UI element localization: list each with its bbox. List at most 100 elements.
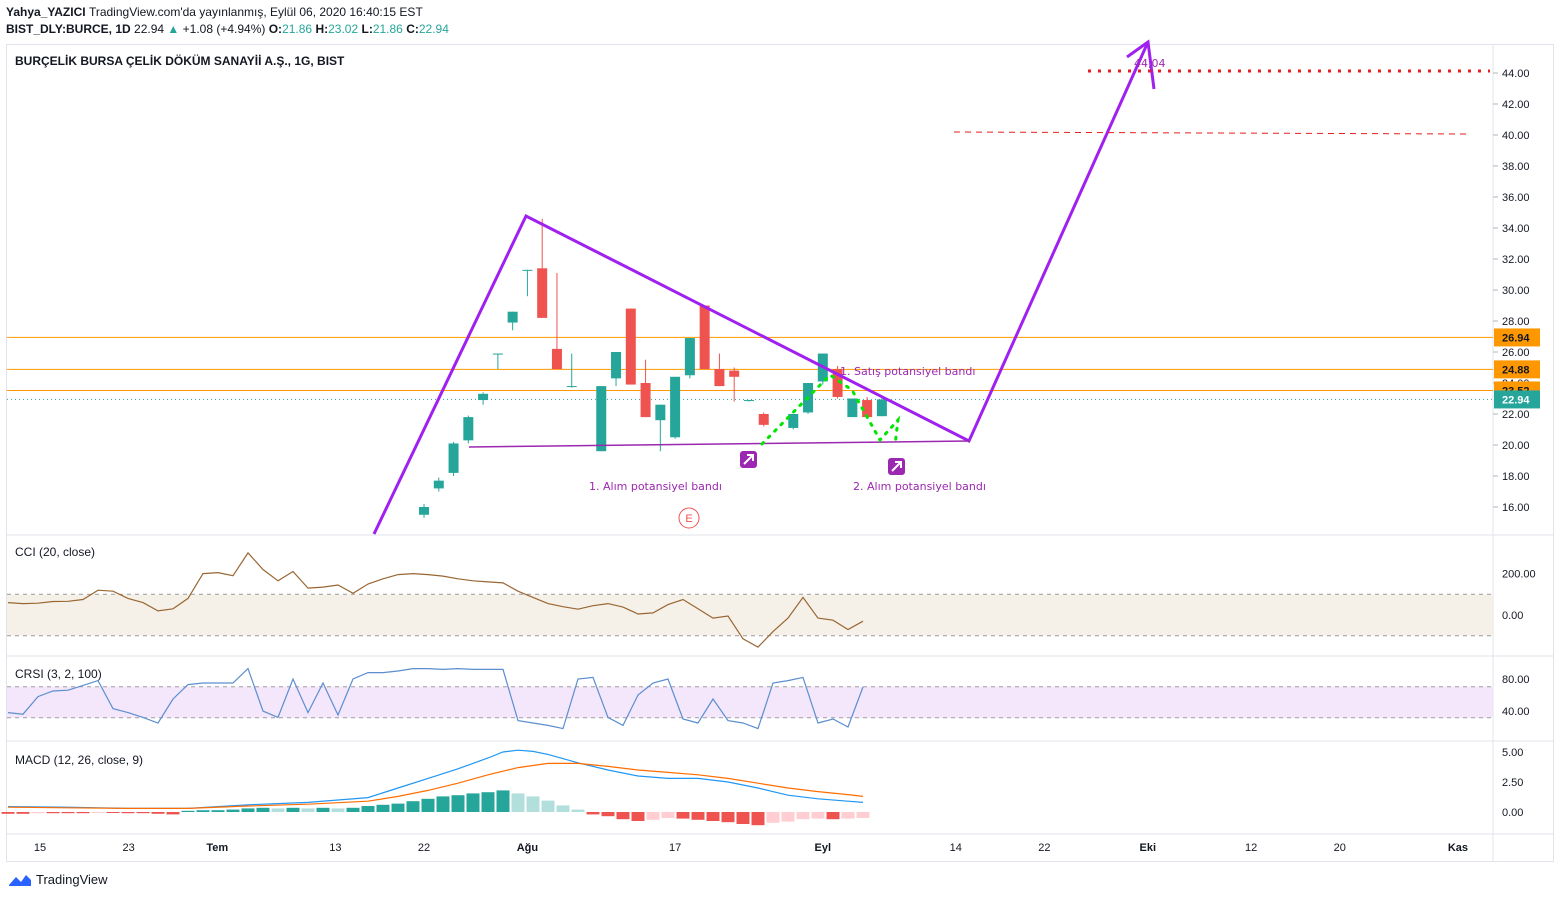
macd-histogram-bar[interactable] xyxy=(466,793,480,812)
macd-histogram-bar[interactable] xyxy=(796,812,810,820)
candle-up[interactable] xyxy=(522,269,533,271)
crsi-pane[interactable]: 80.00 40.00 xyxy=(7,667,1530,730)
macd-histogram-bar[interactable] xyxy=(421,798,435,812)
macd-histogram-bar[interactable] xyxy=(406,801,420,812)
candle-up[interactable] xyxy=(478,393,489,401)
candle-up[interactable] xyxy=(507,311,518,323)
candle-down[interactable] xyxy=(758,414,769,425)
cci-line[interactable] xyxy=(7,551,864,648)
crsi-line[interactable] xyxy=(7,667,864,730)
buy-signal-1-icon[interactable] xyxy=(740,451,757,468)
chart-frame[interactable] xyxy=(6,44,1554,862)
candle-down[interactable] xyxy=(640,383,651,418)
macd-histogram-bar[interactable] xyxy=(121,812,135,814)
candle-up[interactable] xyxy=(596,386,607,452)
macd-histogram-bar[interactable] xyxy=(436,796,450,812)
candle-up[interactable] xyxy=(655,404,666,421)
macd-histogram-bar[interactable] xyxy=(106,812,120,813)
macd-histogram-bar[interactable] xyxy=(136,812,150,814)
macd-histogram-bar[interactable] xyxy=(586,812,600,815)
macd-histogram-bar[interactable] xyxy=(166,812,180,815)
macd-histogram-bar[interactable] xyxy=(826,812,840,820)
macd-histogram-bar[interactable] xyxy=(181,810,195,812)
macd-histogram-bar[interactable] xyxy=(601,812,615,817)
candle-up[interactable] xyxy=(448,443,459,473)
candle-down[interactable] xyxy=(832,369,843,397)
price-axis[interactable]: 16.0018.0020.0022.0024.0026.0028.0030.00… xyxy=(1493,68,1530,514)
macd-histogram-bar[interactable] xyxy=(691,812,705,820)
candle-down[interactable] xyxy=(862,400,873,418)
candle-up[interactable] xyxy=(788,414,799,428)
cci-pane[interactable]: 200.00 0.00 xyxy=(7,551,1536,648)
candle-down[interactable] xyxy=(729,370,740,377)
macd-histogram-bar[interactable] xyxy=(301,808,315,812)
macd-histogram-bar[interactable] xyxy=(841,812,855,819)
macd-histogram-bar[interactable] xyxy=(31,812,45,814)
macd-histogram-bar[interactable] xyxy=(361,806,375,812)
candle-up[interactable] xyxy=(743,400,754,402)
macd-histogram-bar[interactable] xyxy=(1,812,15,814)
macd-histogram-bar[interactable] xyxy=(211,810,225,812)
macd-histogram-bar[interactable] xyxy=(196,810,210,812)
macd-histogram-bar[interactable] xyxy=(331,808,345,812)
macd-histogram-bar[interactable] xyxy=(631,812,645,821)
macd-signal-line[interactable] xyxy=(7,762,864,810)
macd-histogram-bar[interactable] xyxy=(646,812,660,820)
macd-histogram-bar[interactable] xyxy=(91,812,105,813)
price-pane[interactable] xyxy=(7,218,1493,518)
footer-brand[interactable]: TradingView xyxy=(8,872,108,887)
macd-histogram-bar[interactable] xyxy=(526,796,540,812)
candle-up[interactable] xyxy=(847,398,858,418)
macd-pane[interactable]: 5.00 2.50 0.00 xyxy=(1,747,1524,826)
macd-histogram-bar[interactable] xyxy=(226,809,240,812)
macd-histogram-bar[interactable] xyxy=(856,812,870,818)
earnings-event-icon[interactable]: E xyxy=(678,507,700,529)
macd-histogram-bar[interactable] xyxy=(511,793,525,812)
macd-histogram-bar[interactable] xyxy=(751,812,765,826)
macd-histogram-bar[interactable] xyxy=(571,809,585,812)
macd-histogram-bar[interactable] xyxy=(286,807,300,812)
macd-histogram-bar[interactable] xyxy=(256,807,270,812)
candle-up[interactable] xyxy=(433,480,444,489)
macd-histogram-bar[interactable] xyxy=(16,812,30,814)
candle-up[interactable] xyxy=(670,376,681,438)
candle-down[interactable] xyxy=(714,369,725,387)
macd-histogram-bar[interactable] xyxy=(556,805,570,812)
macd-histogram-bar[interactable] xyxy=(391,803,405,812)
drawings[interactable]: 44,04 1. Satış potansiyel bandı 1. Alım … xyxy=(372,39,1490,535)
macd-histogram-bar[interactable] xyxy=(481,792,495,812)
macd-histogram-bar[interactable] xyxy=(781,812,795,822)
candle-down[interactable] xyxy=(625,308,636,385)
support-line[interactable] xyxy=(468,440,970,448)
macd-histogram-bar[interactable] xyxy=(496,790,510,812)
candle-up[interactable] xyxy=(463,417,474,441)
target-line-40[interactable] xyxy=(953,131,1469,135)
macd-histogram-bar[interactable] xyxy=(736,812,750,824)
macd-histogram-bar[interactable] xyxy=(46,812,60,814)
buy-signal-2-icon[interactable] xyxy=(888,458,905,475)
macd-histogram-bar[interactable] xyxy=(451,795,465,812)
candle-up[interactable] xyxy=(492,353,503,355)
candle-up[interactable] xyxy=(419,507,430,515)
macd-histogram-bar[interactable] xyxy=(706,812,720,821)
macd-histogram-bar[interactable] xyxy=(541,800,555,812)
macd-histogram-bar[interactable] xyxy=(151,812,165,814)
macd-histogram-bar[interactable] xyxy=(811,812,825,819)
macd-histogram-bar[interactable] xyxy=(346,807,360,812)
macd-histogram-bar[interactable] xyxy=(271,808,285,812)
macd-histogram-bar[interactable] xyxy=(766,812,780,823)
time-axis[interactable]: 15 23 Tem 13 22 Ağu 17 Eyl 14 22 Eki 12 20 Kas xyxy=(34,842,1468,854)
candle-up[interactable] xyxy=(684,338,695,376)
candle-down[interactable] xyxy=(699,305,710,370)
macd-line[interactable] xyxy=(7,749,864,810)
macd-histogram-bar[interactable] xyxy=(376,804,390,812)
macd-histogram-bar[interactable] xyxy=(76,812,90,814)
macd-histogram-bar[interactable] xyxy=(676,812,690,819)
candle-down[interactable] xyxy=(537,268,548,318)
macd-histogram-bar[interactable] xyxy=(616,812,630,820)
candle-up[interactable] xyxy=(611,352,622,379)
wedge-pattern-line[interactable] xyxy=(372,41,1150,535)
projection-dotted-path[interactable] xyxy=(760,373,901,447)
candle-up[interactable] xyxy=(566,386,577,388)
